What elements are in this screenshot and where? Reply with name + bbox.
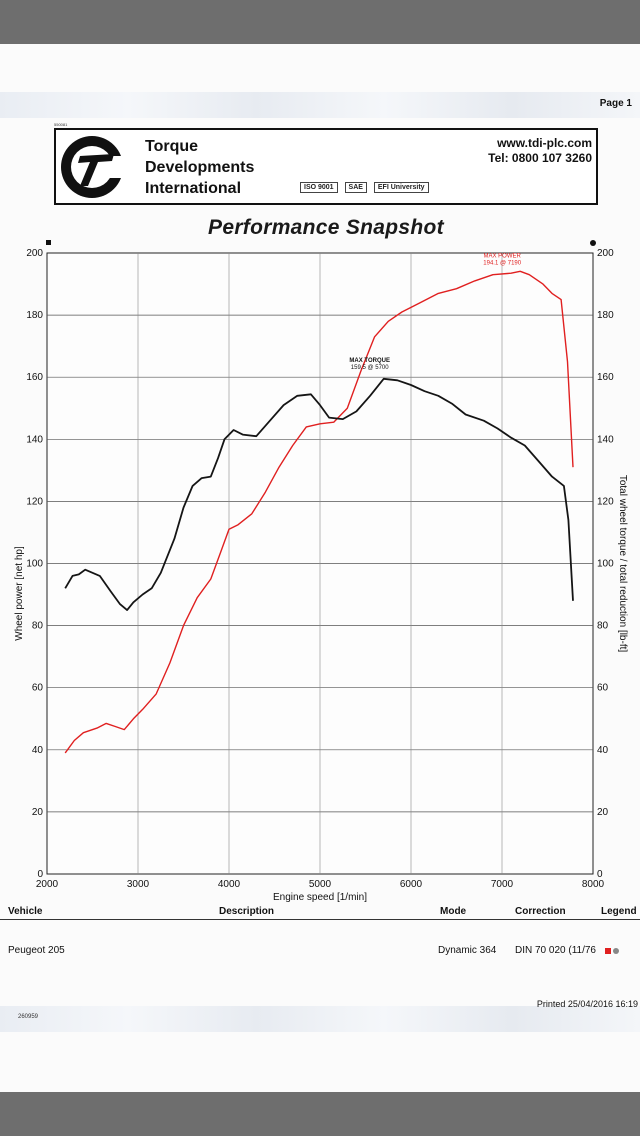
y-right-tick-label: 120 xyxy=(597,496,614,507)
page-number: Page 1 xyxy=(599,98,632,109)
y-right-tick-label: 60 xyxy=(597,683,609,694)
y-left-tick-label: 100 xyxy=(26,559,43,570)
contact-info: www.tdi-plc.com Tel: 0800 107 3260 xyxy=(488,136,592,166)
x-tick-label: 4000 xyxy=(218,879,241,890)
y-right-tick-label: 160 xyxy=(597,372,614,383)
certification-logos: ISO 9001 SAE EFI University xyxy=(300,182,434,193)
max-torque-value: 159.5 @ 5700 xyxy=(351,365,389,371)
y-left-tick-label: 80 xyxy=(32,621,44,632)
legend-cell xyxy=(603,946,619,957)
reference-number: 550081 xyxy=(54,122,68,127)
x-tick-label: 2000 xyxy=(36,879,59,890)
header-vehicle: Vehicle xyxy=(8,906,43,917)
corner-marker-right xyxy=(590,240,596,246)
y-left-tick-label: 200 xyxy=(26,248,43,259)
y-left-tick-label: 120 xyxy=(26,496,43,507)
x-tick-label: 6000 xyxy=(400,879,423,890)
cert-iso: ISO 9001 xyxy=(300,182,338,193)
y-right-tick-label: 20 xyxy=(597,807,609,818)
company-line-2: Developments xyxy=(145,159,255,176)
x-tick-label: 3000 xyxy=(127,879,150,890)
legend-torque-swatch xyxy=(613,948,619,955)
max-power-value: 194.1 @ 7190 xyxy=(483,260,521,266)
y-left-tick-label: 40 xyxy=(32,745,44,756)
x-tick-label: 7000 xyxy=(491,879,514,890)
header-description: Description xyxy=(219,906,275,917)
max-power-label: MAX POWER xyxy=(484,253,522,259)
y-right-tick-label: 40 xyxy=(597,745,609,756)
torque-curve xyxy=(64,377,574,611)
legend-power-swatch xyxy=(605,948,611,955)
y-right-tick-label: 140 xyxy=(597,434,614,445)
header-correction: Correction xyxy=(515,906,566,917)
y-left-tick-label: 0 xyxy=(37,869,43,880)
y-right-tick-label: 180 xyxy=(597,310,614,321)
website-link[interactable]: www.tdi-plc.com xyxy=(497,136,592,150)
y-right-tick-label: 100 xyxy=(597,559,614,570)
cert-sae: SAE xyxy=(344,182,367,193)
header-mode: Mode xyxy=(440,906,467,917)
y-left-tick-label: 180 xyxy=(26,310,43,321)
mode-cell: Dynamic 364 xyxy=(438,945,497,956)
cert-efi: EFI University xyxy=(373,182,429,193)
power-curve xyxy=(64,270,574,754)
company-name: Torque Developments International xyxy=(145,136,254,199)
tdi-logo-icon xyxy=(61,136,130,198)
y-right-tick-label: 200 xyxy=(597,248,614,259)
printed-timestamp: Printed 25/04/2016 16:19 xyxy=(536,999,638,1009)
y-axis-right-label: Total wheel torque / total reduction [lb… xyxy=(617,475,628,653)
y-left-tick-label: 60 xyxy=(32,683,44,694)
company-line-1: Torque xyxy=(145,138,199,155)
x-tick-label: 8000 xyxy=(582,879,605,890)
vehicle-cell: Peugeot 205 xyxy=(8,945,65,956)
corner-marker-left xyxy=(46,240,51,245)
phone-number: Tel: 0800 107 3260 xyxy=(488,151,592,165)
chart-title: Performance Snapshot xyxy=(208,216,444,239)
table-divider xyxy=(0,919,640,920)
company-line-3: International xyxy=(145,180,242,197)
y-left-tick-label: 20 xyxy=(32,807,44,818)
y-left-tick-label: 140 xyxy=(26,434,43,445)
x-tick-label: 5000 xyxy=(309,879,332,890)
header-legend: Legend xyxy=(601,906,637,917)
y-right-tick-label: 0 xyxy=(597,869,603,880)
y-axis-left-label: Wheel power [net hp] xyxy=(14,546,25,641)
max-torque-label: MAX TORQUE xyxy=(349,358,390,364)
x-axis-label: Engine speed [1/min] xyxy=(273,892,367,903)
y-left-tick-label: 160 xyxy=(26,372,43,383)
y-right-tick-label: 80 xyxy=(597,621,609,632)
bottom-watermark-band xyxy=(0,1006,640,1032)
top-watermark-band xyxy=(0,92,640,118)
correction-cell: DIN 70 020 (11/76 xyxy=(515,945,596,956)
report-code: 260959 xyxy=(18,1014,39,1020)
